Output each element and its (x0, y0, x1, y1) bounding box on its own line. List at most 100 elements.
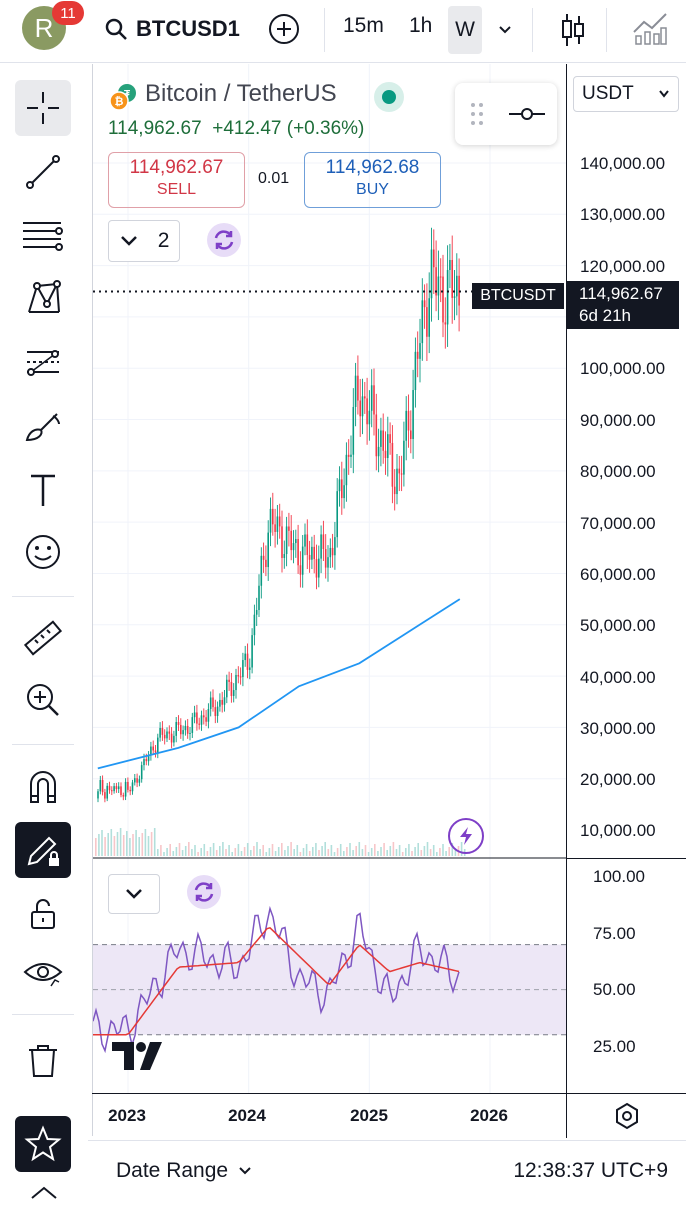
volume-bar (188, 842, 190, 856)
refresh-icon (214, 230, 234, 250)
candle-body (145, 759, 148, 762)
volume-bar (302, 848, 305, 856)
volume-bar (439, 848, 441, 856)
brush-tool[interactable] (15, 398, 71, 454)
volume-bar (231, 852, 233, 856)
chart-pane[interactable] (92, 64, 567, 1136)
chart-type-button[interactable] (560, 12, 586, 53)
symbol-search[interactable]: BTCUSD1 (104, 12, 240, 46)
pattern-icon (28, 280, 61, 313)
emoji-tool[interactable] (15, 524, 71, 580)
sell-button[interactable]: 114,962.67 SELL (108, 152, 245, 208)
volume-bar (237, 844, 240, 856)
trend-line-tool[interactable] (15, 144, 71, 200)
candle-body (136, 778, 138, 783)
candle-body (410, 430, 412, 439)
lightning-button[interactable] (448, 818, 484, 854)
volume-bar (367, 852, 370, 856)
bar-countdown: 6d 21h (579, 306, 631, 325)
candle-body (347, 454, 350, 457)
candle-body (232, 690, 235, 696)
candle-body (168, 731, 171, 734)
text-tool[interactable] (15, 462, 71, 518)
volume-bar (333, 852, 336, 856)
drag-handle-icon[interactable] (467, 99, 487, 129)
timeframe-w[interactable]: W (448, 6, 482, 54)
candle-body (311, 546, 313, 560)
price-tick: 40,000.00 (580, 668, 656, 687)
price-tick: 120,000.00 (580, 257, 666, 276)
year-tick: 2026 (470, 1106, 508, 1125)
market-status[interactable] (374, 82, 404, 112)
rsi-collapse-button[interactable] (108, 874, 160, 914)
date-range-button[interactable]: Date Range (116, 1159, 252, 1183)
candle-body (283, 554, 286, 558)
candle-body (430, 249, 433, 299)
candle-body (341, 479, 343, 499)
volume-bar (426, 842, 429, 856)
pattern-tool[interactable] (15, 270, 71, 326)
candles-icon (562, 14, 584, 46)
candle-body (405, 410, 407, 441)
symbol-title[interactable]: Bitcoin / TetherUS (145, 80, 337, 107)
favorites-star-icon (24, 1125, 62, 1162)
fib-tool[interactable] (15, 207, 71, 263)
lock-drawing-tool[interactable] (15, 822, 71, 878)
refresh-icon (194, 882, 214, 902)
price-axis[interactable]: USDT (566, 64, 686, 1136)
rsi-refresh-button[interactable] (187, 875, 221, 909)
magnet-tool[interactable] (15, 758, 71, 814)
volume-bar (200, 848, 202, 856)
zoom-in-tool[interactable] (15, 672, 71, 728)
delete-tool[interactable] (15, 1032, 71, 1088)
visibility-tool[interactable] (15, 944, 71, 1000)
volume-bar (160, 845, 162, 856)
settings-gear-icon[interactable] (613, 1102, 641, 1130)
indicators-button[interactable] (632, 10, 668, 51)
candle-body (288, 526, 290, 531)
line-settings-icon[interactable] (507, 104, 547, 124)
price-change-line: 114,962.67 +412.47 (+0.36%) (108, 118, 364, 140)
volume-bar (116, 832, 119, 856)
volume-bar (414, 847, 416, 856)
candle-body (451, 259, 453, 298)
volume-bar (150, 832, 153, 856)
separator (324, 8, 325, 52)
currency-select[interactable]: USDT (573, 76, 679, 112)
favorites-tool[interactable] (15, 1116, 71, 1172)
candle-body (258, 585, 260, 611)
candle-body (196, 712, 198, 724)
floating-panel[interactable] (455, 83, 557, 145)
forecast-tool[interactable] (15, 334, 71, 390)
price-chart[interactable] (93, 64, 567, 1136)
time-axis[interactable]: 2023 2024 2025 2026 (92, 1093, 566, 1138)
volume-bar (274, 851, 277, 856)
candle-body (173, 735, 175, 743)
candle-body (419, 343, 421, 359)
timeframe-15m[interactable]: 15m (343, 14, 384, 37)
volume-bar (442, 844, 444, 856)
candle-body (274, 524, 276, 532)
candle-body (239, 676, 242, 678)
candle-body (203, 715, 205, 718)
ruler-tool[interactable] (15, 610, 71, 666)
unlock-tool[interactable] (15, 886, 71, 942)
candle-body (428, 298, 430, 337)
indicators-collapse-button[interactable]: 2 (108, 220, 180, 262)
rsi-tick: 100.00 (593, 867, 645, 886)
timeframe-dropdown[interactable] (497, 22, 513, 43)
volume-bar (250, 850, 252, 856)
volume-bar (454, 850, 457, 856)
crosshair-tool[interactable] (15, 80, 71, 136)
scroll-up-icon[interactable] (30, 1186, 58, 1205)
candle-body (152, 746, 154, 751)
candle-body (200, 715, 203, 725)
symbol-price-tag: BTCUSDT (472, 283, 564, 309)
candle-body (99, 779, 102, 792)
buy-button[interactable]: 114,962.68 BUY (304, 152, 441, 208)
volume-bar (234, 848, 237, 856)
timezone-clock[interactable]: 12:38:37 UTC+9 (513, 1159, 668, 1182)
add-symbol-button[interactable] (268, 13, 300, 50)
refresh-indicators-button[interactable] (207, 223, 241, 257)
timeframe-1h[interactable]: 1h (409, 14, 433, 37)
